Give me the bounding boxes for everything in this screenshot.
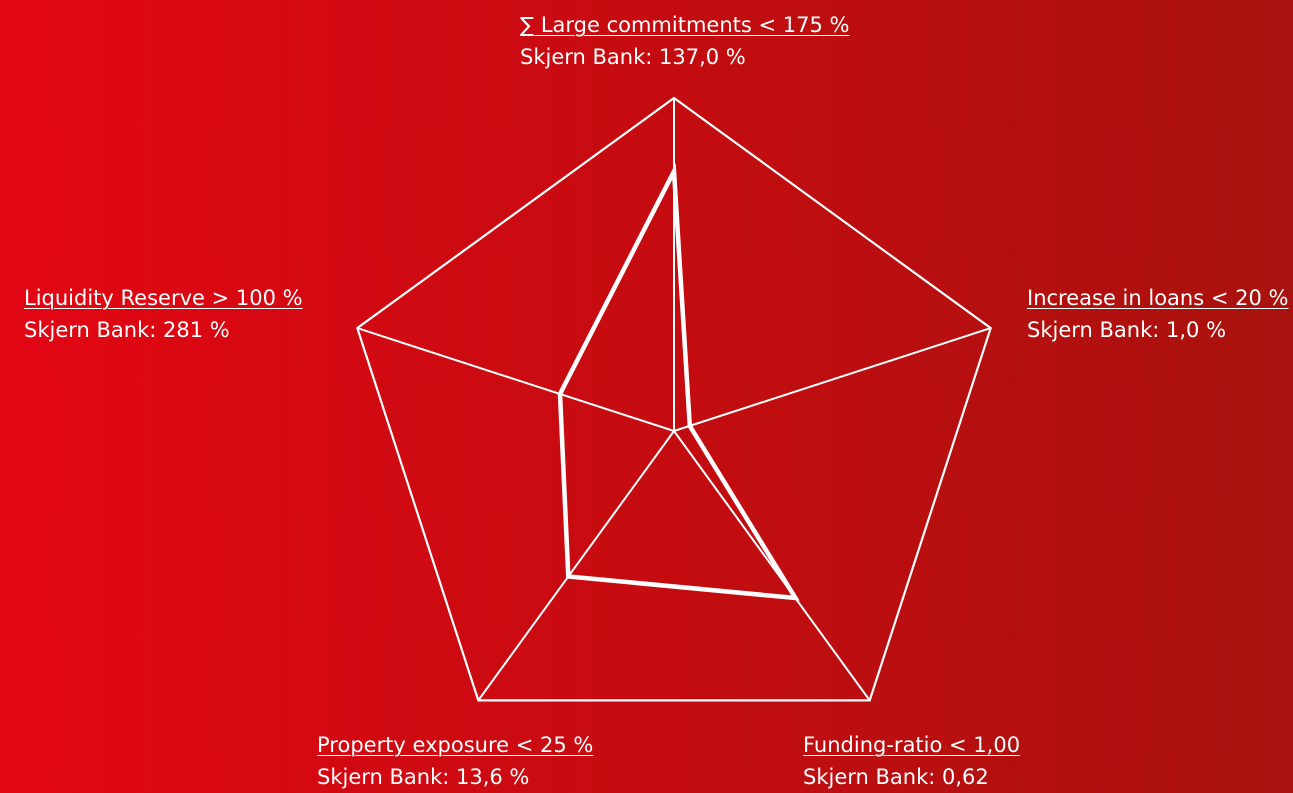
value-label-funding-ratio: Skjern Bank: 0,62 <box>803 765 989 789</box>
limit-label-liquidity-reserve: Liquidity Reserve > 100 % <box>24 286 303 310</box>
limit-pentagon <box>356 96 992 702</box>
spoke-property <box>477 430 675 701</box>
limit-label-property-exposure: Property exposure < 25 % <box>317 733 594 757</box>
value-label-large-commitments: Skjern Bank: 137,0 % <box>520 45 746 69</box>
spoke-funding <box>673 430 871 701</box>
axis-label-liquidity-reserve: Liquidity Reserve > 100 % Skjern Bank: 2… <box>24 282 303 346</box>
limit-label-large-commitments: ∑ Large commitments < 175 % <box>520 13 850 37</box>
skjern-bank-value-polygon <box>557 162 800 601</box>
value-label-property-exposure: Skjern Bank: 13,6 % <box>317 765 530 789</box>
spoke-liquidity <box>356 327 675 432</box>
spoke-loans <box>673 327 992 432</box>
axis-label-large-commitments: ∑ Large commitments < 175 % Skjern Bank:… <box>520 9 849 73</box>
axis-label-funding-ratio: Funding-ratio < 1,00 Skjern Bank: 0,62 <box>803 729 1020 793</box>
value-label-liquidity-reserve: Skjern Bank: 281 % <box>24 318 230 342</box>
axis-label-property-exposure: Property exposure < 25 % Skjern Bank: 13… <box>317 729 593 793</box>
limit-label-increase-in-loans: Increase in loans < 20 % <box>1027 286 1289 310</box>
radar-spokes <box>356 98 992 701</box>
value-label-increase-in-loans: Skjern Bank: 1,0 % <box>1027 318 1227 342</box>
limit-label-funding-ratio: Funding-ratio < 1,00 <box>803 733 1021 757</box>
axis-label-increase-in-loans: Increase in loans < 20 % Skjern Bank: 1,… <box>1027 282 1288 346</box>
